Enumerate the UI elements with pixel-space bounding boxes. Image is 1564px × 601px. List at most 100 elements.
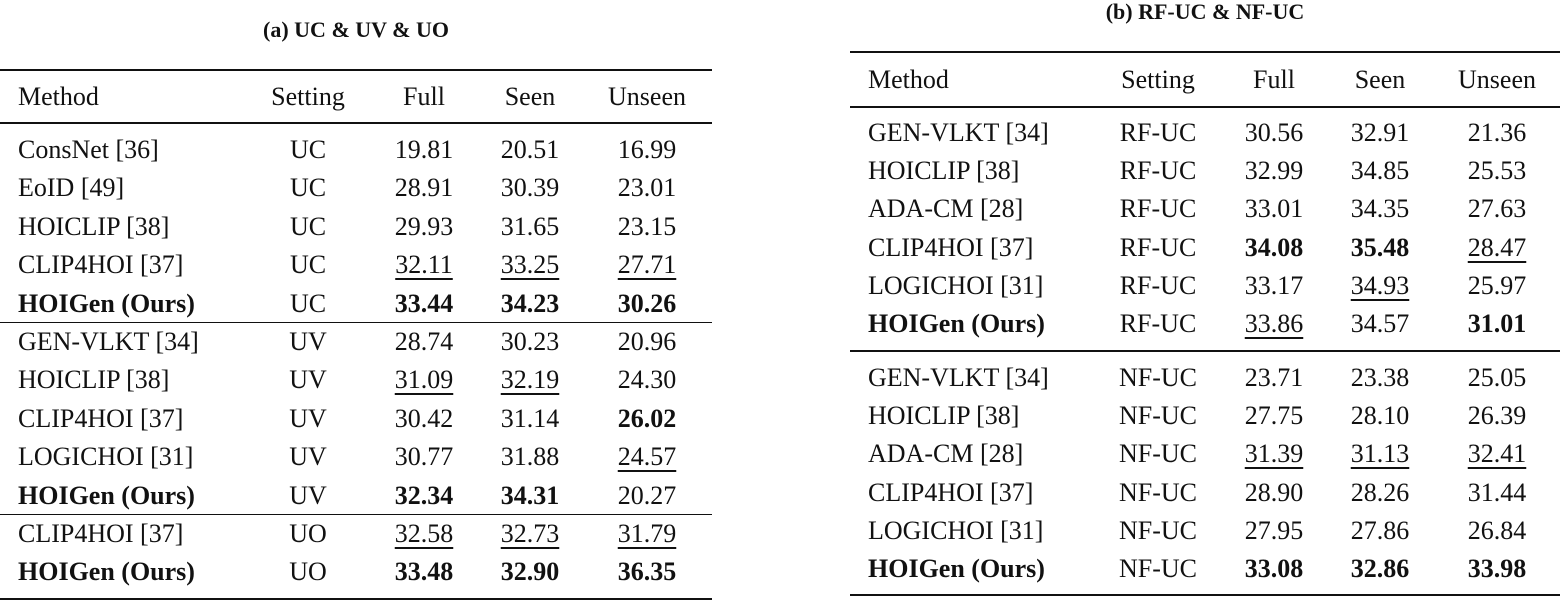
table-title: (b) RF-UC & NF-UC: [1105, 0, 1305, 24]
method-cell: EoID [49]: [18, 173, 125, 203]
value-cell: 27.63: [1467, 194, 1527, 224]
value-cell: RF-UC: [1119, 232, 1197, 262]
value-cell: 25.53: [1467, 156, 1527, 186]
value-cell: RF-UC: [1119, 156, 1197, 186]
value-cell: UV: [289, 442, 327, 472]
value-cell: 31.14: [500, 403, 560, 433]
header-cell: Setting: [1121, 65, 1195, 94]
value-cell: 32.19: [500, 365, 560, 395]
value-cell: 32.58: [394, 519, 454, 548]
value-cell: 34.85: [1350, 156, 1410, 186]
rule: [0, 598, 712, 600]
value-cell: 32.90: [500, 557, 560, 587]
rule: [850, 106, 1560, 108]
value-cell: 34.93: [1350, 270, 1410, 300]
value-cell: 30.39: [500, 173, 560, 203]
value-cell: 23.71: [1244, 363, 1304, 392]
value-cell: UV: [289, 365, 327, 395]
rule: [850, 350, 1560, 352]
value-cell: 30.23: [500, 327, 560, 356]
value-cell: 31.65: [500, 211, 560, 241]
value-cell: RF-UC: [1119, 194, 1197, 224]
method-cell: LOGICHOI [31]: [868, 515, 1044, 545]
value-cell: 34.31: [500, 480, 560, 510]
method-cell: CLIP4HOI [37]: [18, 403, 184, 433]
value-cell: 20.51: [500, 135, 560, 164]
method-cell: GEN-VLKT [34]: [868, 118, 1049, 147]
value-cell: 28.26: [1350, 477, 1410, 507]
method-cell: HOIGen (Ours): [868, 309, 1045, 338]
header-cell: Setting: [271, 82, 345, 111]
method-cell: HOIGen (Ours): [18, 480, 195, 510]
value-cell: 31.09: [394, 365, 454, 395]
value-cell: 26.39: [1467, 401, 1527, 431]
value-cell: 28.10: [1350, 401, 1410, 431]
rule: [0, 514, 712, 516]
rule: [0, 122, 712, 124]
value-cell: 31.01: [1467, 309, 1527, 338]
value-cell: 25.97: [1467, 270, 1527, 300]
value-cell: 27.95: [1244, 515, 1304, 545]
value-cell: 33.48: [394, 557, 454, 587]
value-cell: 30.26: [617, 288, 677, 318]
value-cell: 26.02: [617, 403, 677, 433]
value-cell: 20.96: [617, 327, 677, 356]
value-cell: RF-UC: [1119, 118, 1197, 147]
value-cell: 30.77: [394, 442, 454, 472]
value-cell: UO: [289, 557, 327, 587]
value-cell: UV: [289, 403, 327, 433]
value-cell: 33.25: [500, 250, 560, 280]
value-cell: 28.47: [1467, 232, 1527, 262]
value-cell: RF-UC: [1119, 270, 1197, 300]
value-cell: 34.35: [1350, 194, 1410, 224]
value-cell: 32.73: [500, 519, 560, 548]
value-cell: 25.05: [1467, 363, 1527, 392]
value-cell: 32.91: [1350, 118, 1410, 147]
method-cell: LOGICHOI [31]: [18, 442, 194, 472]
method-cell: HOIGen (Ours): [868, 554, 1045, 583]
value-cell: 19.81: [394, 135, 454, 164]
value-cell: 33.44: [394, 288, 454, 318]
value-cell: 28.91: [394, 173, 454, 203]
method-cell: HOICLIP [38]: [868, 156, 1020, 186]
value-cell: 33.86: [1244, 309, 1304, 338]
value-cell: 28.74: [394, 327, 454, 356]
value-cell: 34.57: [1350, 309, 1410, 338]
value-cell: UV: [289, 480, 327, 510]
value-cell: 31.13: [1350, 439, 1410, 469]
value-cell: NF-UC: [1118, 477, 1198, 507]
value-cell: UO: [289, 519, 327, 548]
value-cell: 33.98: [1467, 554, 1527, 583]
value-cell: 24.30: [617, 365, 677, 395]
value-cell: 32.11: [395, 250, 453, 280]
method-cell: CLIP4HOI [37]: [18, 519, 184, 548]
value-cell: 35.48: [1350, 232, 1410, 262]
value-cell: 30.56: [1244, 118, 1304, 147]
method-cell: ADA-CM [28]: [868, 194, 1024, 224]
value-cell: 32.99: [1244, 156, 1304, 186]
value-cell: 29.93: [394, 211, 454, 241]
header-cell: Unseen: [1458, 65, 1536, 94]
method-cell: CLIP4HOI [37]: [18, 250, 184, 280]
method-cell: HOIGen (Ours): [18, 557, 195, 587]
value-cell: 33.17: [1244, 270, 1304, 300]
method-cell: CLIP4HOI [37]: [868, 477, 1034, 507]
method-cell: LOGICHOI [31]: [868, 270, 1044, 300]
value-cell: 33.01: [1244, 194, 1304, 224]
value-cell: 31.44: [1467, 477, 1527, 507]
value-cell: 34.23: [500, 288, 560, 318]
value-cell: 33.08: [1244, 554, 1304, 583]
rule: [850, 594, 1560, 596]
value-cell: 26.84: [1467, 515, 1527, 545]
method-cell: HOICLIP [38]: [868, 401, 1020, 431]
value-cell: 31.88: [500, 442, 560, 472]
value-cell: 16.99: [617, 135, 677, 164]
value-cell: 23.38: [1350, 363, 1410, 392]
value-cell: NF-UC: [1118, 401, 1198, 431]
value-cell: 32.34: [394, 480, 454, 510]
value-cell: 36.35: [617, 557, 677, 587]
value-cell: NF-UC: [1118, 554, 1198, 583]
value-cell: 27.75: [1244, 401, 1304, 431]
method-cell: CLIP4HOI [37]: [868, 232, 1034, 262]
